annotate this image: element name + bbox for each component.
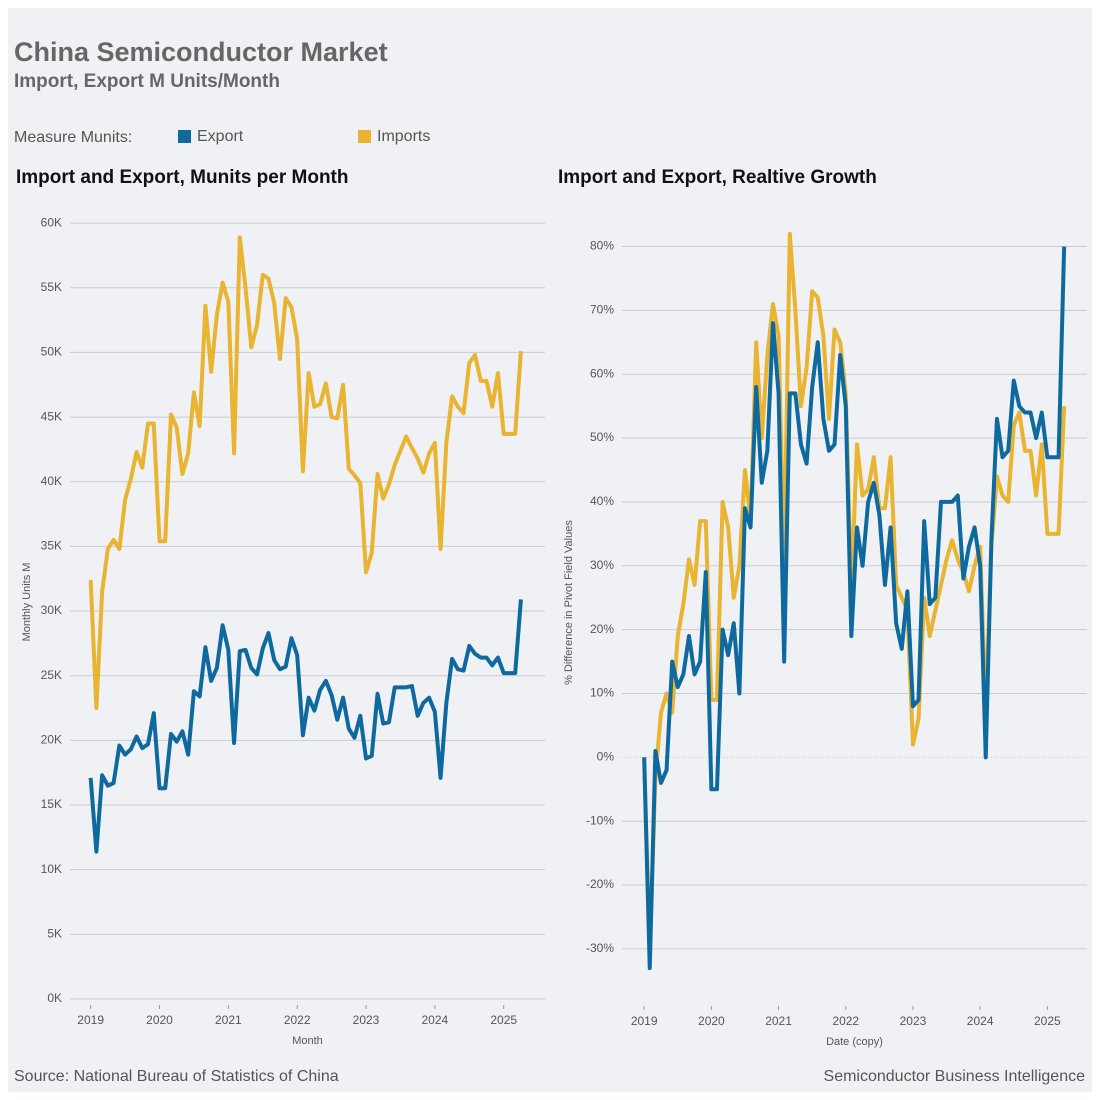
y-tick-label: 10K [41, 862, 62, 876]
page-title: China Semiconductor Market [14, 37, 388, 67]
y-tick-label: -30% [586, 941, 614, 955]
x-tick-label: 2019 [631, 1014, 658, 1028]
legend-label: Export [197, 128, 244, 145]
y-axis-title: Monthly Units M [21, 563, 33, 642]
y-tick-label: 60% [590, 366, 614, 380]
y-tick-label: 20% [590, 622, 614, 636]
legend-label: Imports [377, 128, 430, 145]
x-axis-title: Date (copy) [826, 1036, 883, 1048]
x-tick-label: 2021 [215, 1013, 242, 1027]
panel [8, 8, 1092, 1092]
x-axis-title: Month [292, 1035, 323, 1047]
x-tick-label: 2024 [967, 1014, 994, 1028]
y-tick-label: 15K [41, 797, 62, 811]
series-line [88, 235, 523, 711]
legend-swatch [358, 130, 371, 143]
y-tick-label: 55K [41, 280, 62, 294]
y-tick-label: 10% [590, 686, 614, 700]
chart: -30% -20% -10% 0% 10% 20% 30% 40% 50% 60% 70% 80% 20… [563, 231, 1087, 1048]
chart-title: Import and Export, Realtive Growth [558, 167, 877, 188]
y-tick-label: 30% [590, 558, 614, 572]
chart-title: Import and Export, Munits per Month [16, 167, 348, 188]
x-tick-label: 2025 [490, 1013, 517, 1027]
y-tick-label: 50% [590, 430, 614, 444]
source-note: Source: National Bureau of Statistics of… [14, 1068, 339, 1085]
y-tick-label: -10% [586, 813, 614, 827]
x-tick-label: 2025 [1034, 1014, 1061, 1028]
y-tick-label: 35K [41, 539, 62, 553]
credit-note: Semiconductor Business Intelligence [824, 1068, 1086, 1085]
x-tick-label: 2020 [146, 1013, 173, 1027]
series-line [88, 599, 523, 854]
x-tick-label: 2024 [422, 1013, 449, 1027]
y-tick-label: 25K [41, 668, 62, 682]
y-tick-label: 45K [41, 409, 62, 423]
x-tick-label: 2023 [900, 1014, 927, 1028]
x-tick-label: 2022 [284, 1013, 311, 1027]
y-tick-label: 30K [41, 603, 62, 617]
x-tick-label: 2022 [832, 1014, 859, 1028]
y-tick-label: 40% [590, 494, 614, 508]
y-axis-title: % Difference in Pivot Field Values [563, 520, 575, 685]
y-tick-label: 70% [590, 303, 614, 317]
y-tick-label: 20K [41, 733, 62, 747]
series-line [642, 246, 1067, 971]
y-tick-label: 0K [47, 991, 62, 1005]
y-tick-label: 40K [41, 474, 62, 488]
y-tick-label: 80% [590, 239, 614, 253]
y-tick-label: 50K [41, 345, 62, 359]
y-tick-label: 60K [41, 215, 62, 229]
y-tick-label: 0% [597, 750, 615, 764]
x-tick-label: 2019 [77, 1013, 104, 1027]
legend-title: Measure Munits: [14, 129, 132, 146]
x-tick-label: 2020 [698, 1014, 725, 1028]
x-tick-label: 2023 [353, 1013, 380, 1027]
y-tick-label: -20% [586, 877, 614, 891]
x-tick-label: 2021 [765, 1014, 792, 1028]
legend-swatch [178, 130, 191, 143]
y-tick-label: 5K [47, 927, 62, 941]
page-subtitle: Import, Export M Units/Month [14, 71, 280, 92]
chart: 0K 5K 10K 15K 20K 25K 30K 35K 40K 45K 50K 55K 60K 201… [21, 215, 545, 1047]
